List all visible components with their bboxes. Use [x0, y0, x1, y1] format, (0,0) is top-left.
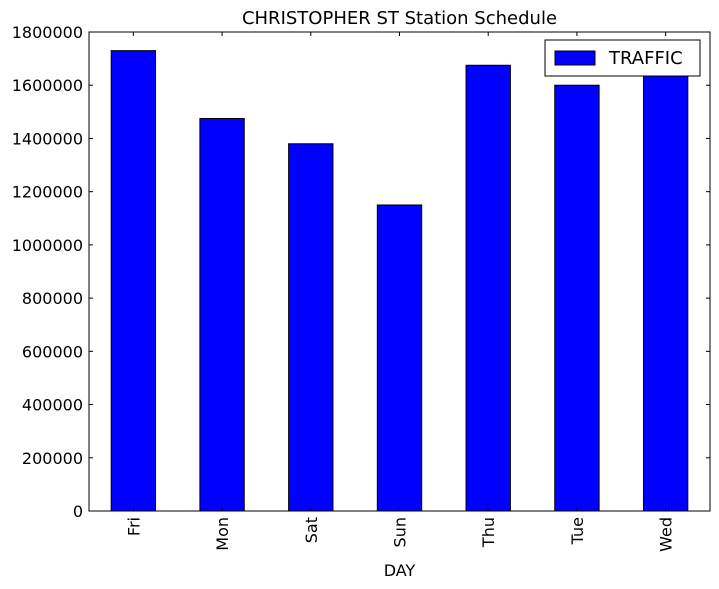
y-tick-label: 1000000: [12, 236, 83, 255]
y-tick-label: 0: [73, 502, 83, 521]
y-tick-label: 800000: [22, 289, 83, 308]
bar-thu: [465, 64, 511, 512]
x-tick-label: Tue: [568, 517, 587, 545]
y-tick-label: 1400000: [12, 129, 83, 148]
y-tick-label: 1600000: [12, 76, 83, 95]
legend: TRAFFIC: [544, 39, 701, 77]
legend-swatch: [554, 50, 596, 66]
bar-fri: [110, 50, 157, 512]
x-tick-label: Mon: [213, 517, 232, 551]
x-tick-label: Fri: [124, 517, 143, 536]
bar-wed: [642, 74, 689, 512]
y-axis: 0 200000 400000 600000 800000 1000000 1200000 1…: [12, 23, 710, 521]
y-tick-label: 1200000: [12, 183, 83, 202]
x-axis: Fri Mon Sat Sun Thu Tue Wed: [124, 32, 676, 552]
y-tick-label: 200000: [22, 449, 83, 468]
x-axis-label: DAY: [384, 561, 416, 580]
chart-title: CHRISTOPHER ST Station Schedule: [242, 8, 557, 29]
x-tick-label: Sun: [391, 517, 410, 547]
bar-sat: [288, 143, 334, 512]
y-tick-label: 400000: [22, 396, 83, 415]
legend-label: TRAFFIC: [608, 48, 683, 69]
x-tick-label: Sat: [302, 517, 321, 543]
x-tick-label: Thu: [479, 517, 498, 548]
x-tick-label: Wed: [657, 517, 676, 552]
y-tick-label: 600000: [22, 342, 83, 361]
y-tick-label: 1800000: [12, 23, 83, 42]
bar-sun: [376, 204, 423, 512]
bars-group: [110, 50, 689, 512]
bar-tue: [554, 84, 600, 512]
bar-mon: [199, 117, 245, 512]
